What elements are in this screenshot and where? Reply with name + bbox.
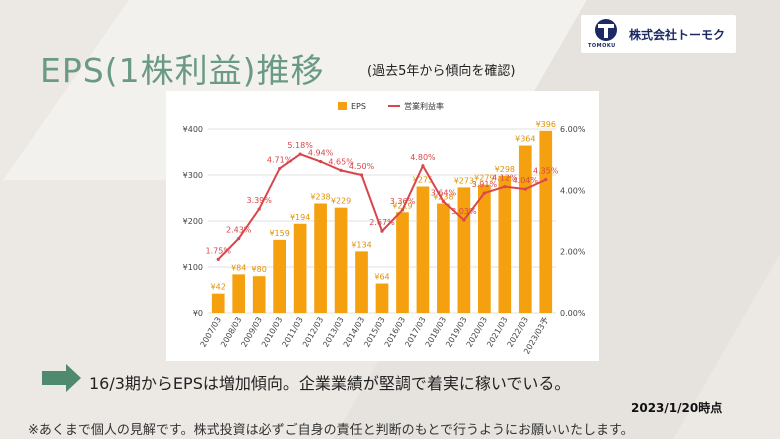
y-left-tick-label: ¥200: [183, 217, 203, 226]
eps-bar: [314, 203, 327, 313]
y-left-tick-label: ¥300: [183, 171, 203, 180]
eps-bar: [375, 283, 389, 313]
date-stamp: 2023/1/20時点: [631, 401, 723, 415]
company-logo-sub: TOMOKU: [588, 43, 616, 49]
eps-bar-label: ¥396: [536, 120, 556, 129]
operating-margin-label: 4.65%: [328, 157, 354, 166]
eps-bar-label: ¥238: [433, 193, 453, 202]
eps-bar: [211, 293, 225, 313]
legend-label-margin: 営業利益率: [404, 101, 444, 111]
eps-bar-label: ¥273: [454, 176, 474, 185]
operating-margin-label: 3.03%: [451, 207, 477, 216]
y-right-tick-label: 2.00%: [560, 248, 586, 257]
company-logo-icon: [595, 19, 617, 41]
eps-bar-label: ¥134: [351, 240, 371, 249]
operating-margin-point: [421, 164, 425, 168]
operating-margin-label: 4.94%: [308, 149, 334, 158]
operating-margin-point: [278, 166, 282, 171]
eps-bar: [539, 130, 553, 313]
operating-margin-label: 4.04%: [513, 176, 539, 185]
eps-bar-label: ¥298: [495, 165, 515, 174]
eps-chart: ¥0 ¥100 ¥200 ¥300 ¥400 0.00% 2.00% 4.00% 6.00% ¥4…: [166, 91, 599, 361]
eps-bar-label: ¥219: [392, 201, 412, 210]
operating-margin-point: [462, 218, 466, 222]
operating-margin-label: 2.67%: [369, 218, 395, 227]
operating-margin-point: [441, 199, 446, 203]
eps-bar: [498, 175, 512, 313]
page-subtitle: (過去5年から傾向を確認): [367, 64, 516, 79]
eps-chart-svg: ¥0 ¥100 ¥200 ¥300 ¥400 0.00% 2.00% 4.00% 6.00% ¥4…: [183, 101, 586, 356]
operating-margin-point: [359, 173, 364, 177]
eps-bar: [457, 187, 471, 313]
page-title: EPS(1株利益)推移: [40, 51, 325, 90]
eps-bar-label: ¥364: [515, 135, 535, 144]
operating-margin-point: [523, 187, 527, 191]
eps-bar: [355, 251, 368, 313]
eps-bar-label: ¥279: [474, 174, 494, 183]
eps-bar: [273, 239, 286, 313]
eps-bar-label: ¥194: [290, 213, 310, 222]
eps-bar: [478, 184, 491, 313]
eps-bar: [518, 145, 532, 313]
eps-bar-label: ¥159: [269, 229, 289, 238]
operating-margin-point: [216, 257, 220, 261]
legend-swatch-eps: [338, 102, 347, 110]
company-name: 株式会社トーモク: [629, 28, 726, 42]
eps-bar-label: ¥84: [231, 263, 246, 272]
operating-margin-point: [318, 159, 323, 164]
eps-bar-label: ¥275: [413, 176, 433, 185]
operating-margin-label: 3.64%: [431, 188, 457, 197]
operating-margin-label: 5.18%: [287, 141, 313, 150]
operating-margin-label: 3.36%: [390, 197, 416, 206]
eps-bar: [334, 207, 348, 313]
operating-margin-label: 4.71%: [267, 156, 293, 165]
operating-margin-label: 1.75%: [206, 246, 232, 255]
operating-margin-point: [400, 208, 405, 212]
y-right-tick-label: 4.00%: [560, 186, 586, 195]
eps-bar-label: ¥229: [331, 197, 351, 206]
eps-bar-label: ¥80: [252, 265, 267, 274]
operating-margin-point: [298, 152, 302, 156]
operating-margin-point: [257, 207, 261, 211]
legend-label-eps: EPS: [351, 102, 366, 111]
operating-margin-label: 2.43%: [226, 225, 252, 234]
operating-margin-label: 3.91%: [472, 180, 498, 189]
operating-margin-label: 4.35%: [533, 167, 559, 176]
y-right-tick-label: 6.00%: [560, 125, 586, 134]
y-left-tick-label: ¥0: [193, 309, 203, 318]
eps-bar: [293, 223, 307, 313]
operating-margin-point: [237, 236, 241, 241]
operating-margin-label: 4.50%: [349, 162, 375, 171]
eps-bar: [437, 203, 450, 313]
company-logo: TOMOKU 株式会社トーモク: [581, 15, 736, 53]
eps-bar: [232, 274, 246, 313]
y-right-tick-label: 0.00%: [560, 309, 586, 318]
y-left-tick-label: ¥100: [183, 263, 203, 272]
eps-bar: [416, 186, 430, 313]
operating-margin-point: [339, 168, 343, 172]
eps-bar-label: ¥64: [374, 273, 389, 282]
operating-margin-point: [544, 178, 548, 182]
eps-bar-label: ¥42: [211, 283, 226, 292]
operating-margin-point: [482, 191, 486, 195]
operating-margin-label: 3.39%: [246, 196, 272, 205]
operating-margin-label: 4.12%: [492, 174, 518, 183]
operating-margin-point: [380, 229, 384, 233]
operating-margin-label: 4.80%: [410, 153, 436, 162]
eps-bar-label: ¥238: [310, 193, 330, 202]
eps-bar: [252, 276, 266, 313]
summary-text: 16/3期からEPSは増加傾向。企業業績が堅調で着実に稼いでいる。: [89, 374, 571, 393]
y-left-tick-label: ¥400: [183, 125, 203, 134]
arrow-right-icon: [42, 364, 81, 392]
disclaimer-text: ※あくまで個人の見解です。株式投資は必ずご自身の責任と判断のもとで行うようにお願…: [28, 423, 634, 438]
eps-bar: [396, 212, 409, 313]
operating-margin-point: [503, 185, 507, 189]
